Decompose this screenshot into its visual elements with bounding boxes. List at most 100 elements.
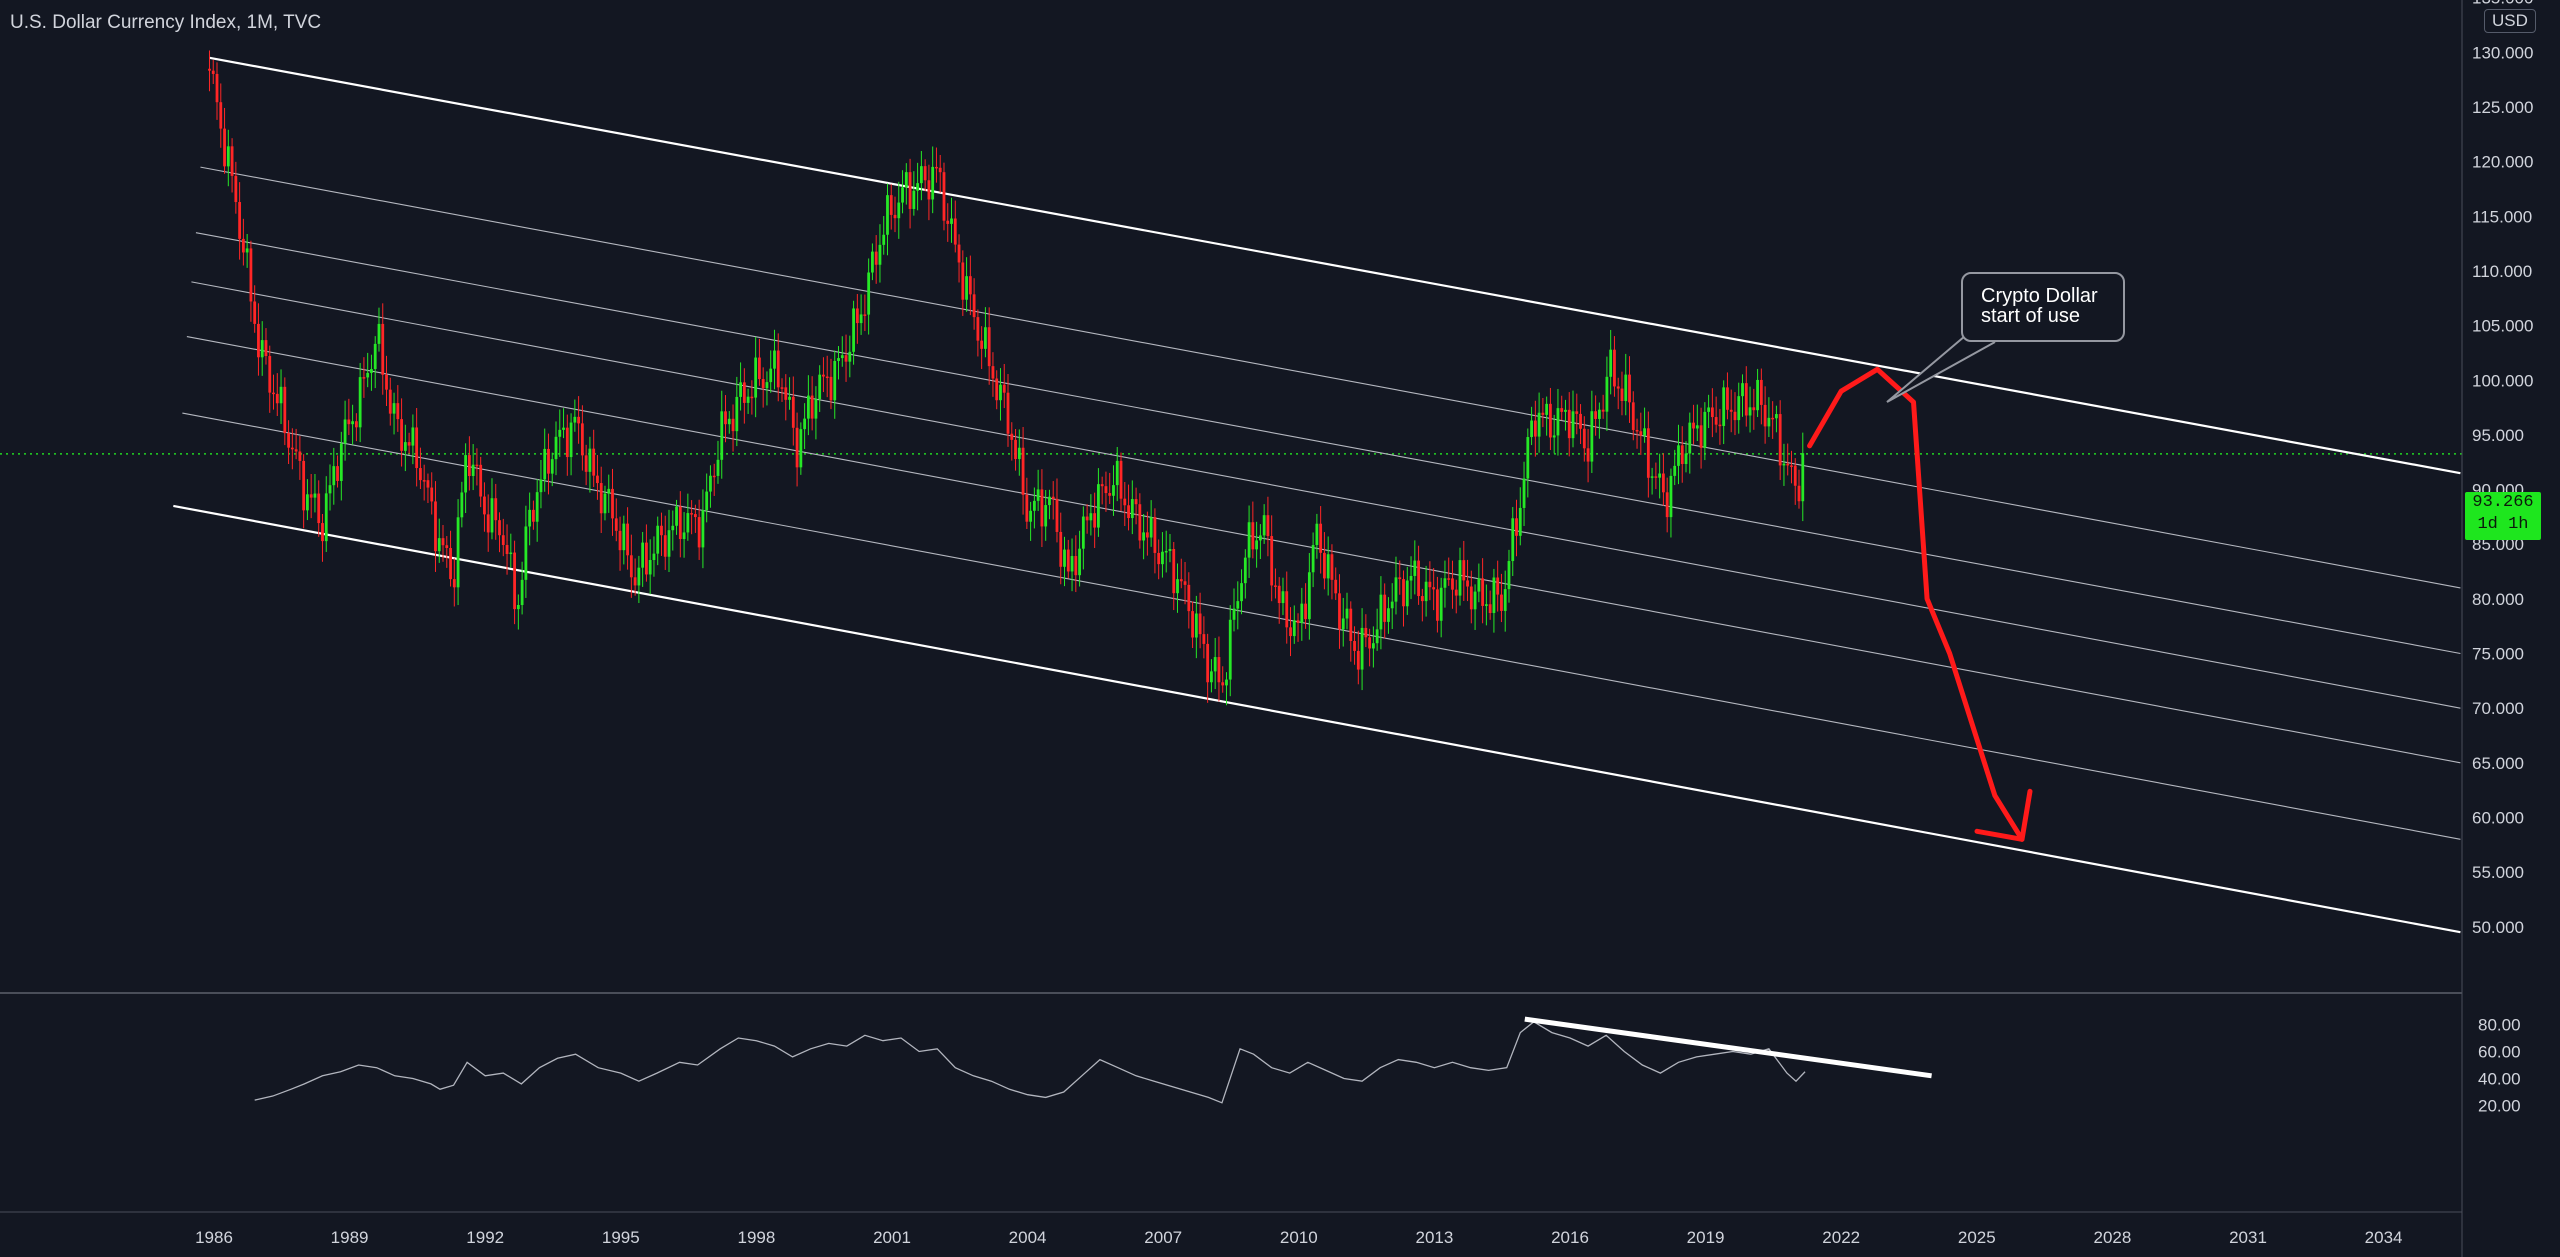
- candle-body: [1138, 504, 1142, 541]
- candle-body: [1108, 493, 1112, 496]
- candle-body: [1142, 532, 1146, 541]
- time-tick-label: 2016: [1551, 1228, 1589, 1247]
- candle-body: [712, 475, 716, 478]
- candle-body: [347, 419, 351, 425]
- candle-body: [332, 466, 336, 486]
- channel-line-6: [182, 412, 2461, 840]
- candle-body: [1059, 531, 1063, 567]
- candle-body: [1217, 657, 1221, 683]
- candle-body: [693, 514, 697, 518]
- candle-body: [1631, 402, 1635, 430]
- candle-body: [1172, 548, 1176, 594]
- candle-body: [991, 366, 995, 379]
- candle-body: [1654, 476, 1658, 478]
- candle-body: [547, 448, 550, 474]
- time-tick-label: 2019: [1687, 1228, 1725, 1247]
- price-tick-label: 65.000: [2472, 754, 2524, 773]
- candle-body: [1729, 409, 1733, 412]
- candle-body: [1394, 577, 1398, 602]
- candle-body: [452, 579, 456, 588]
- candle-body: [1771, 417, 1775, 420]
- candle-body: [648, 560, 652, 575]
- candle-body: [313, 493, 317, 498]
- candle-body: [1484, 604, 1488, 606]
- channel-line-3: [195, 232, 2461, 655]
- crypto-dollar-callout[interactable]: Crypto Dollar start of use: [1961, 272, 2125, 342]
- candle-body: [852, 308, 855, 352]
- candle-body: [1319, 523, 1323, 553]
- candle-body: [532, 509, 535, 522]
- candle-body: [1507, 561, 1511, 590]
- candle-body: [223, 128, 226, 167]
- candle-body: [1703, 411, 1707, 448]
- candle-body: [682, 532, 686, 540]
- candle-body: [396, 403, 400, 420]
- candle-body: [1051, 496, 1055, 499]
- candle-body: [445, 545, 449, 549]
- candle-body: [611, 488, 614, 519]
- candle-body: [916, 183, 920, 191]
- candle-body: [1341, 618, 1345, 630]
- candle-body: [1247, 522, 1251, 558]
- candle-body: [426, 480, 430, 488]
- candle-body: [758, 357, 761, 380]
- candle-body: [528, 509, 532, 527]
- candle-body: [1183, 581, 1187, 585]
- candle-body: [1458, 560, 1462, 596]
- candle-body: [441, 538, 445, 546]
- price-tick-label: 60.000: [2472, 808, 2524, 827]
- candle-body: [1741, 383, 1744, 397]
- candle-body: [1161, 551, 1164, 565]
- rsi-pane: [254, 1016, 1932, 1104]
- candle-body: [629, 555, 633, 578]
- candle-body: [1481, 578, 1485, 606]
- candle-body: [1100, 484, 1104, 487]
- candle-body: [294, 449, 298, 452]
- candle-body: [1194, 613, 1198, 638]
- candle-body: [351, 421, 355, 425]
- candle-body: [403, 442, 407, 451]
- candle-body: [366, 372, 370, 378]
- candle-body: [1130, 499, 1134, 519]
- candle-body: [298, 451, 302, 461]
- time-tick-label: 2025: [1958, 1228, 1996, 1247]
- candle-body: [573, 416, 577, 423]
- candle-body: [1055, 498, 1059, 532]
- candle-body: [309, 494, 313, 498]
- candle-body: [652, 553, 656, 561]
- candle-body: [1428, 581, 1432, 588]
- price-tick-label: 50.000: [2472, 918, 2524, 937]
- candle-body: [1127, 505, 1130, 519]
- candle-body: [780, 387, 784, 389]
- time-tick-label: 2010: [1280, 1228, 1318, 1247]
- currency-button[interactable]: USD: [2484, 9, 2536, 33]
- time-tick-label: 2034: [2365, 1228, 2403, 1247]
- candle-body: [1793, 465, 1797, 486]
- candle-body: [1085, 516, 1089, 521]
- price-tick-label: 55.000: [2472, 863, 2524, 882]
- candle-body: [889, 195, 893, 215]
- candle-body: [422, 480, 426, 482]
- candle-body: [505, 544, 509, 554]
- candle-body: [1582, 428, 1586, 449]
- candle-body: [1726, 387, 1729, 410]
- time-tick-label: 2001: [873, 1228, 911, 1247]
- candle-body: [1032, 500, 1036, 511]
- candle-body: [362, 377, 366, 379]
- candle-body: [1579, 413, 1582, 429]
- candle-body: [287, 433, 290, 448]
- candle-body: [825, 376, 829, 379]
- candle-body: [1503, 589, 1507, 611]
- rsi-tick-label: 40.00: [2478, 1070, 2521, 1089]
- candle-body: [663, 535, 667, 557]
- candle-body: [1594, 411, 1598, 419]
- candle-body: [1733, 411, 1737, 421]
- candle-body: [1436, 589, 1439, 621]
- candle-body: [735, 396, 739, 432]
- candle-body: [1371, 643, 1375, 649]
- candle-body: [946, 220, 950, 224]
- candle-body: [727, 418, 731, 425]
- candle-body: [377, 323, 381, 344]
- candle-body: [1714, 417, 1718, 425]
